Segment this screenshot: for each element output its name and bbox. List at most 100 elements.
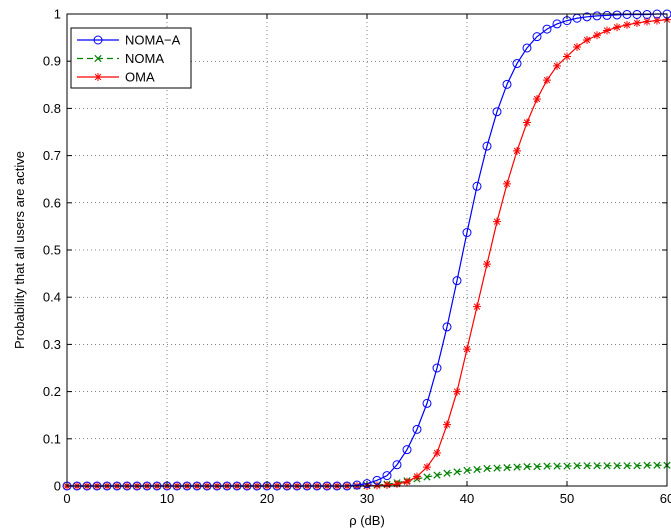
legend-label-oma: OMA (125, 70, 155, 85)
data-point-noma (553, 462, 561, 470)
data-point-noma (423, 473, 431, 481)
data-point-oma (433, 448, 441, 457)
x-tick-label: 50 (560, 491, 574, 506)
legend-marker-oma (94, 73, 102, 81)
data-point-noma-a (512, 59, 522, 69)
y-tick-label: 0 (54, 479, 61, 494)
data-point-noma-a (582, 12, 592, 22)
legend: NOMA−A NOMA OMA (70, 27, 192, 89)
data-point-oma (543, 76, 551, 85)
legend-symbols (77, 35, 119, 81)
data-point-oma (403, 477, 411, 486)
data-point-oma (393, 480, 401, 489)
data-point-noma (573, 462, 581, 470)
data-point-noma (523, 463, 531, 471)
data-point-noma-a (552, 19, 562, 29)
data-point-noma (463, 466, 471, 475)
data-point-noma-a (532, 32, 542, 42)
data-point-noma-a (352, 480, 362, 490)
x-tick-label: 60 (660, 491, 671, 506)
data-point-noma (643, 461, 651, 469)
x-tick-label: 30 (360, 491, 374, 506)
data-point-oma (623, 20, 631, 29)
y-tick-label: 0.6 (43, 195, 61, 210)
data-point-noma (563, 462, 571, 470)
y-tick-label: 0.2 (43, 384, 61, 399)
data-point-oma (523, 118, 531, 127)
legend-label-noma-a: NOMA−A (125, 33, 181, 48)
data-point-oma (453, 387, 461, 396)
y-tick-label: 0.1 (43, 431, 61, 446)
x-tick-label: 40 (460, 491, 474, 506)
y-tick-label: 1 (54, 7, 61, 22)
data-point-noma (603, 462, 611, 470)
data-point-noma-a (492, 107, 502, 117)
data-point-noma (543, 462, 551, 470)
data-point-oma (443, 420, 451, 429)
data-point-noma-a (362, 479, 372, 489)
data-point-oma (593, 31, 601, 40)
data-point-noma (583, 462, 591, 470)
data-point-noma-a (452, 276, 462, 286)
data-point-noma (613, 462, 621, 470)
x-tick-label: 10 (160, 491, 174, 506)
data-point-oma (583, 35, 591, 44)
x-tick-label: 0 (63, 491, 70, 506)
legend-marker-noma (94, 54, 102, 63)
y-tick-label: 0.7 (43, 148, 61, 163)
data-point-noma-a (502, 79, 512, 89)
y-tick-label: 0.5 (43, 243, 61, 258)
ticks: 0 10 20 30 40 50 60 0 0.1 0.2 0.3 0.4 0.5 0.6 0.7 0.8 0.… (43, 7, 671, 507)
data-point-oma (423, 463, 431, 472)
data-point-oma (553, 61, 561, 70)
data-point-noma (493, 464, 501, 472)
data-point-noma-a (402, 445, 412, 455)
data-point-noma-a (602, 10, 612, 20)
grid (67, 14, 667, 486)
y-tick-label: 0.9 (43, 54, 61, 69)
data-point-noma-a (472, 181, 482, 191)
data-point-noma (503, 463, 511, 472)
data-point-oma (503, 179, 511, 188)
data-point-noma (623, 462, 631, 470)
data-point-noma-a (432, 363, 442, 373)
data-point-noma (453, 468, 461, 476)
data-point-noma-a (482, 141, 492, 151)
data-point-noma (433, 471, 441, 479)
data-point-oma (533, 94, 541, 103)
data-point-noma-a (412, 424, 422, 434)
data-point-noma-a (392, 460, 402, 470)
data-point-oma (473, 302, 481, 311)
data-point-oma (413, 472, 421, 481)
data-point-noma-a (592, 11, 602, 21)
x-tick-label: 20 (260, 491, 274, 506)
data-point-oma (613, 23, 621, 32)
data-point-oma (383, 481, 391, 490)
data-point-oma (483, 260, 491, 269)
y-axis-label: Probability that all users are active (12, 151, 27, 349)
data-point-noma-a (372, 475, 382, 485)
data-point-oma (563, 52, 571, 61)
data-point-noma (633, 462, 641, 470)
data-point-oma (653, 16, 661, 25)
data-point-noma (473, 465, 481, 474)
data-point-noma-a (522, 43, 532, 53)
data-point-noma-a (422, 398, 432, 408)
data-point-oma (493, 217, 501, 226)
legend-label-noma: NOMA (125, 51, 164, 66)
y-tick-label: 0.8 (43, 101, 61, 116)
data-point-oma (603, 26, 611, 35)
data-point-noma-a (612, 10, 622, 20)
data-point-noma (513, 463, 521, 471)
data-point-noma-a (542, 24, 552, 34)
data-point-noma (653, 461, 661, 469)
y-tick-label: 0.3 (43, 337, 61, 352)
data-point-noma (483, 464, 491, 473)
x-axis-label: ρ (dB) (349, 513, 385, 528)
data-point-noma-a (462, 228, 472, 238)
data-point-noma-a (442, 322, 452, 332)
data-point-noma (443, 469, 451, 477)
data-point-oma (573, 43, 581, 52)
data-point-noma-a (382, 471, 392, 481)
